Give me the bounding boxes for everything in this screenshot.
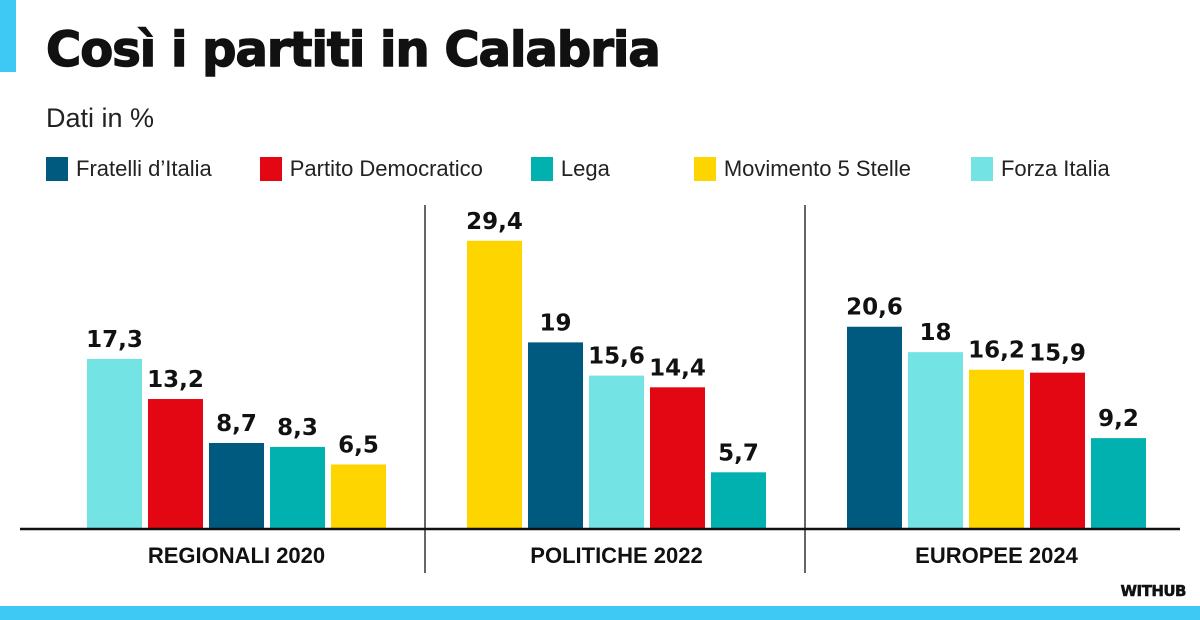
legend-swatch bbox=[693, 157, 716, 181]
chart-subtitle: Dati in % bbox=[46, 103, 155, 133]
legend-label: Movimento 5 Stelle bbox=[723, 156, 911, 181]
legend-label: Lega bbox=[560, 156, 610, 181]
data-label: 16,2 bbox=[968, 338, 1025, 364]
legend-label: Partito Democratico bbox=[289, 156, 483, 181]
category-label: REGIONALI 2020 bbox=[148, 543, 325, 568]
bar bbox=[1091, 438, 1146, 528]
data-label: 6,5 bbox=[338, 432, 379, 458]
data-label: 18 bbox=[919, 320, 951, 346]
legend-item-movimento-5-stelle: Movimento 5 Stelle bbox=[693, 156, 911, 182]
bar bbox=[87, 358, 142, 528]
data-label: 5,7 bbox=[718, 440, 759, 466]
bar bbox=[148, 399, 203, 528]
data-label: 13,2 bbox=[147, 367, 204, 393]
bar bbox=[528, 342, 583, 528]
legend-item-lega: Lega bbox=[530, 156, 610, 182]
data-label: 8,3 bbox=[277, 415, 318, 441]
legend-item-partito-democratico: Partito Democratico bbox=[259, 156, 483, 182]
data-label: 29,4 bbox=[466, 209, 523, 235]
bar bbox=[270, 446, 325, 528]
brand-logo: WITHUB bbox=[1120, 582, 1187, 601]
bar bbox=[711, 472, 766, 528]
legend-swatch bbox=[970, 157, 993, 181]
data-label: 20,6 bbox=[846, 295, 903, 321]
bar bbox=[969, 369, 1024, 528]
bar bbox=[650, 387, 705, 528]
bottom-accent-bar bbox=[0, 606, 1200, 620]
data-label: 14,4 bbox=[649, 355, 706, 381]
legend-label: Fratelli d’Italia bbox=[76, 156, 212, 181]
bar bbox=[908, 352, 963, 528]
legend-item-fratelli-italia: Fratelli d’Italia bbox=[46, 156, 212, 182]
top-accent-bar bbox=[0, 0, 16, 72]
legend-swatch bbox=[46, 157, 68, 181]
bar bbox=[467, 240, 522, 528]
legend-label: Forza Italia bbox=[1000, 156, 1110, 181]
data-label: 8,7 bbox=[216, 411, 257, 437]
legend: Fratelli d’Italia Partito Democratico Le… bbox=[46, 155, 1110, 183]
legend-item-forza-italia: Forza Italia bbox=[970, 156, 1110, 182]
data-label: 9,2 bbox=[1098, 406, 1139, 432]
legend-swatch bbox=[530, 157, 553, 181]
bar bbox=[331, 464, 386, 528]
legend-swatch bbox=[259, 157, 282, 181]
data-label: 15,6 bbox=[588, 344, 645, 370]
chart-title: Così i partiti in Calabria bbox=[45, 21, 661, 78]
category-label: POLITICHE 2022 bbox=[530, 543, 702, 568]
bar bbox=[589, 375, 644, 528]
data-label: 15,9 bbox=[1029, 341, 1086, 367]
bar bbox=[847, 326, 902, 528]
bar bbox=[1030, 372, 1085, 528]
data-label: 19 bbox=[539, 310, 571, 336]
bar bbox=[209, 443, 264, 528]
data-label: 17,3 bbox=[86, 327, 143, 353]
category-label: EUROPEE 2024 bbox=[915, 543, 1078, 568]
